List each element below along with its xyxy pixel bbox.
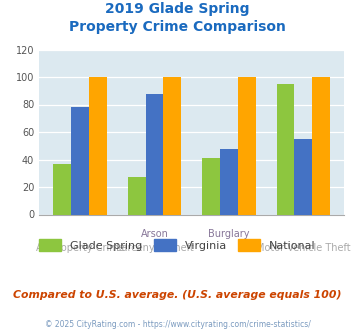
Bar	[146, 93, 163, 214]
Bar	[163, 77, 181, 214]
Bar	[89, 77, 107, 214]
Text: Compared to U.S. average. (U.S. average equals 100): Compared to U.S. average. (U.S. average …	[13, 290, 342, 300]
Text: All Property Crime: All Property Crime	[36, 243, 124, 252]
Bar	[294, 139, 312, 214]
Bar	[220, 148, 238, 214]
Bar	[71, 107, 89, 214]
Bar	[53, 164, 71, 214]
Text: Property Crime Comparison: Property Crime Comparison	[69, 20, 286, 34]
Legend: Glade Spring, Virginia, National: Glade Spring, Virginia, National	[35, 235, 320, 255]
Bar	[128, 178, 146, 214]
Bar	[202, 158, 220, 214]
Text: Burglary: Burglary	[208, 229, 250, 239]
Text: Motor Vehicle Theft: Motor Vehicle Theft	[256, 243, 351, 252]
Text: Arson: Arson	[141, 229, 168, 239]
Text: © 2025 CityRating.com - https://www.cityrating.com/crime-statistics/: © 2025 CityRating.com - https://www.city…	[45, 320, 310, 329]
Text: Larceny & Theft: Larceny & Theft	[116, 243, 193, 252]
Bar	[277, 84, 294, 214]
Bar	[238, 77, 256, 214]
Bar	[312, 77, 330, 214]
Text: 2019 Glade Spring: 2019 Glade Spring	[105, 2, 250, 16]
